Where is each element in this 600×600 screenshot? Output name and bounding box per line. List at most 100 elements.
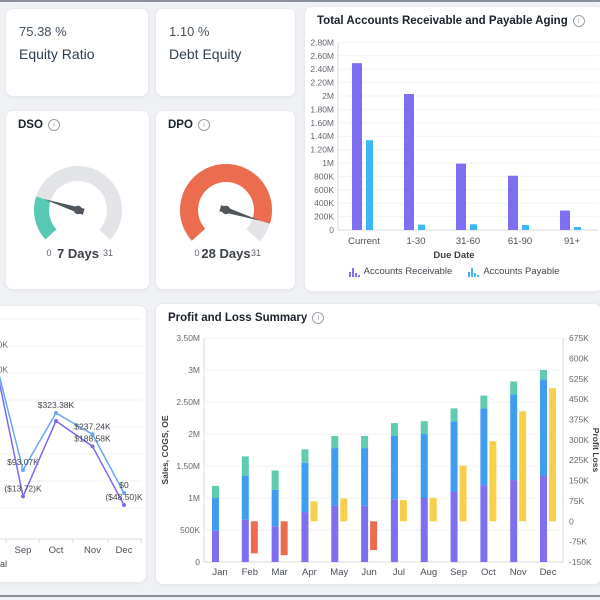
svg-text:Jun: Jun	[361, 567, 376, 578]
legend-accounts-receivable[interactable]: Accounts Receivable	[348, 266, 452, 277]
ar-ap-chart[interactable]: 0 200K 400K 600K 800K 1M 1.20M 1.40M 1.60M 1.80M 2…	[305, 7, 600, 247]
info-icon[interactable]	[572, 15, 585, 27]
equity-ratio-value: 75.38 %	[19, 24, 67, 39]
svg-text:31: 31	[251, 248, 261, 258]
svg-text:300K: 300K	[569, 435, 589, 445]
svg-text:$93.07K: $93.07K	[7, 457, 39, 467]
info-icon[interactable]	[312, 312, 325, 324]
svg-text:600K: 600K	[314, 185, 334, 195]
svg-text:2.60M: 2.60M	[310, 51, 334, 61]
svg-text:500K: 500K	[180, 525, 200, 535]
svg-text:($13.72)K: ($13.72)K	[4, 483, 42, 493]
svg-text:800K: 800K	[314, 171, 334, 181]
svg-text:225K: 225K	[569, 455, 589, 465]
svg-text:Oct: Oct	[481, 567, 496, 578]
svg-text:Dec: Dec	[540, 567, 557, 578]
bar-series-icon	[348, 267, 360, 277]
svg-text:2M: 2M	[322, 91, 334, 101]
svg-text:28 Days: 28 Days	[201, 246, 250, 261]
svg-text:1.50M: 1.50M	[176, 461, 200, 471]
svg-text:31-60: 31-60	[456, 236, 480, 247]
svg-text:Jan: Jan	[212, 567, 227, 578]
svg-text:Mar: Mar	[271, 567, 287, 578]
svg-text:7 Days: 7 Days	[57, 246, 99, 261]
trend-line-chart[interactable]: $600K $500K Sep Oct Nov Dec $93.07K $323.38K $23…	[0, 306, 147, 583]
svg-text:$600K: $600K	[0, 340, 8, 350]
svg-text:2M: 2M	[188, 429, 200, 439]
bottom-divider	[0, 595, 600, 597]
card-equity-ratio: 75.38 % Equity Ratio	[5, 8, 149, 97]
svg-text:600K: 600K	[569, 353, 589, 363]
svg-text:($48.50)K: ($48.50)K	[105, 492, 143, 502]
svg-text:Nov: Nov	[84, 545, 101, 556]
bar-series-icon	[468, 267, 480, 277]
svg-text:2.20M: 2.20M	[310, 78, 334, 88]
chart-title-ar-ap: Total Accounts Receivable and Payable Ag…	[317, 15, 585, 27]
svg-text:200K: 200K	[314, 212, 334, 222]
svg-text:0: 0	[195, 557, 200, 567]
svg-text:3M: 3M	[188, 365, 200, 375]
svg-text:1.40M: 1.40M	[310, 131, 334, 141]
svg-text:-150K: -150K	[569, 557, 592, 567]
profit-loss-chart[interactable]: 0 500K 1M 1.50M 2M 2.50M 3M 3.50M -150K -75K 0 75K 1…	[156, 304, 600, 585]
svg-text:0: 0	[569, 516, 574, 526]
svg-text:$323.38K: $323.38K	[38, 400, 75, 410]
info-icon[interactable]	[197, 119, 210, 131]
svg-text:Nov: Nov	[510, 567, 527, 578]
x-axis-title-due-date: Due Date	[433, 250, 475, 261]
svg-text:2.80M: 2.80M	[310, 37, 334, 47]
svg-text:1M: 1M	[188, 493, 200, 503]
svg-text:Current: Current	[348, 236, 380, 247]
svg-text:Sales, COGS, OE: Sales, COGS, OE	[160, 415, 170, 484]
svg-text:$0: $0	[119, 480, 129, 490]
card-ar-ap-aging: Total Accounts Receivable and Payable Ag…	[304, 6, 600, 292]
svg-text:0: 0	[329, 225, 334, 235]
top-divider	[0, 0, 600, 2]
svg-text:Jul: Jul	[393, 567, 405, 578]
gauge-title-dpo: DPO	[168, 119, 210, 131]
card-dso-gauge: DSO 0 31 7 Days	[5, 110, 150, 290]
svg-text:Oct: Oct	[49, 545, 64, 556]
debt-equity-value: 1.10 %	[169, 24, 210, 39]
svg-text:$237.24K: $237.24K	[74, 421, 111, 431]
svg-text:150K: 150K	[569, 476, 589, 486]
svg-text:91+: 91+	[564, 236, 581, 247]
svg-text:75K: 75K	[569, 496, 584, 506]
legend-accounts-payable[interactable]: Accounts Payable	[468, 266, 559, 277]
svg-text:Sep: Sep	[450, 567, 467, 578]
svg-text:1.60M: 1.60M	[310, 118, 334, 128]
card-trend-line-chart: $600K $500K Sep Oct Nov Dec $93.07K $323.38K $23…	[0, 305, 147, 583]
svg-text:400K: 400K	[314, 198, 334, 208]
svg-text:Sep: Sep	[15, 545, 32, 556]
dso-gauge[interactable]: 0 31 7 Days	[8, 141, 148, 267]
svg-text:Feb: Feb	[242, 567, 258, 578]
svg-text:2.50M: 2.50M	[176, 397, 200, 407]
svg-text:675K: 675K	[569, 333, 589, 343]
svg-text:1-30: 1-30	[406, 236, 425, 247]
card-debt-equity: 1.10 % Debt Equity	[155, 8, 296, 97]
ar-ap-legend: Accounts Receivable Accounts Payable	[305, 266, 600, 277]
svg-text:0: 0	[194, 248, 199, 258]
svg-text:0: 0	[46, 248, 51, 258]
svg-text:525K: 525K	[569, 374, 589, 384]
chart-title-pnl: Profit and Loss Summary	[168, 312, 325, 324]
svg-text:Aug: Aug	[420, 567, 437, 578]
svg-text:Total: Total	[0, 559, 7, 569]
card-profit-loss-summary: Profit and Loss Summary 0 500K 1M 1.50M 2M 2.…	[155, 303, 600, 585]
svg-text:3.50M: 3.50M	[176, 333, 200, 343]
svg-text:1M: 1M	[322, 158, 334, 168]
svg-text:Profit Loss: Profit Loss	[591, 428, 600, 473]
svg-text:61-90: 61-90	[508, 236, 532, 247]
svg-text:31: 31	[103, 248, 113, 258]
svg-text:1.80M: 1.80M	[310, 104, 334, 114]
debt-equity-label: Debt Equity	[169, 46, 242, 62]
gauge-title-dso: DSO	[18, 119, 60, 131]
svg-text:450K: 450K	[569, 394, 589, 404]
info-icon[interactable]	[47, 119, 60, 131]
svg-text:2.40M: 2.40M	[310, 64, 334, 74]
svg-text:May: May	[330, 567, 348, 578]
svg-text:375K: 375K	[569, 414, 589, 424]
